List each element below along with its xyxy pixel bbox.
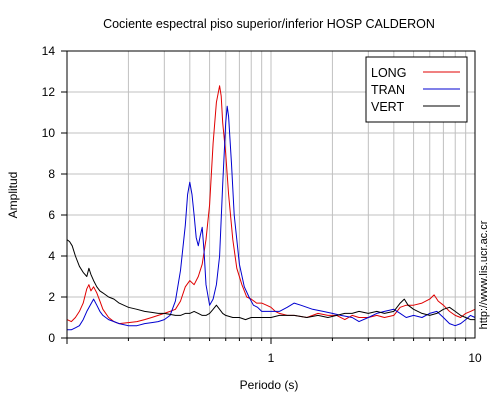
legend-label-tran: TRAN [371, 83, 405, 97]
x-tick-label: 1 [268, 351, 275, 365]
y-tick-label: 8 [48, 167, 55, 181]
y-axis-label: Amplitud [6, 172, 20, 219]
series-group [66, 85, 476, 331]
y-tick-label: 14 [42, 44, 56, 58]
series-line-long [66, 85, 476, 325]
y-tick-label: 4 [48, 249, 55, 263]
y-tick-label: 12 [42, 85, 56, 99]
source-url-annotation: http://www.lis.ucr.ac.cr [478, 220, 490, 329]
x-tick-label: 10 [468, 351, 482, 365]
legend-label-vert: VERT [371, 100, 404, 114]
legend-label-long: LONG [371, 66, 406, 80]
chart-title: Cociente espectral piso superior/inferio… [103, 17, 435, 31]
series-line-vert [66, 239, 475, 321]
y-tick-label: 10 [42, 126, 56, 140]
x-axis-label: Periodo (s) [240, 378, 299, 392]
series-line-tran [67, 105, 476, 331]
y-tick-label: 2 [48, 290, 55, 304]
y-tick-label: 0 [48, 331, 55, 345]
y-tick-label: 6 [48, 208, 55, 222]
axis-ticks: 0 2 4 6 8 10 12 14 1 10 [42, 44, 482, 365]
legend: LONG TRAN VERT [365, 56, 468, 123]
